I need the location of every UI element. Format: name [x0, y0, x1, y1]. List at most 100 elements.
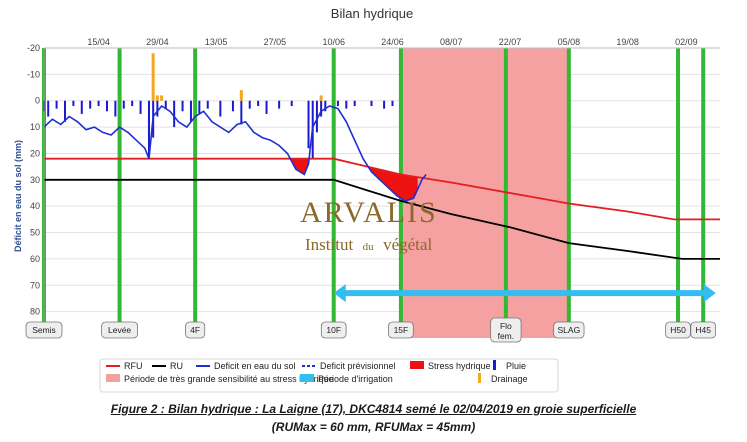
x-tick-label: 19/08 — [616, 37, 639, 47]
rain-bar — [147, 100, 150, 159]
drainage-bars — [151, 53, 323, 101]
legend-label: Période d'irrigation — [318, 374, 393, 384]
rain-bar — [290, 100, 293, 107]
y-tick-label: 10 — [30, 122, 40, 132]
sensitivity-period — [400, 48, 569, 338]
stage-label-box — [553, 321, 585, 339]
legend-symbol — [478, 373, 481, 383]
rain-bar — [47, 100, 50, 117]
rain-bar — [97, 100, 100, 107]
rain-bar — [248, 100, 251, 109]
axes: -20 -10 0 10 20 30 40 50 60 70 80 15/04 29/04 13/05 27… — [27, 37, 720, 338]
rain-bar — [231, 100, 234, 112]
series-lines — [43, 104, 720, 260]
stage-label-box — [25, 321, 63, 339]
rain-bar — [383, 100, 386, 109]
drainage-bar — [155, 95, 159, 101]
rain-bar — [164, 100, 167, 109]
arvalis-watermark: ARVALIS Institut du végétal — [300, 196, 438, 254]
stage-label-text: 4F — [190, 325, 200, 335]
y-tick-label: 80 — [30, 307, 40, 317]
rain-bar — [114, 100, 117, 117]
rain-bar — [315, 100, 318, 133]
y-tick-label: 70 — [30, 280, 40, 290]
x-tick-label: 05/08 — [558, 37, 581, 47]
stage-label-text: Semis — [32, 325, 56, 335]
stage-label-text: 10F — [326, 325, 341, 335]
legend-label: Pluie — [506, 361, 526, 371]
rain-bar — [139, 100, 142, 114]
rain-bar — [320, 100, 323, 117]
stage-label-text: H45 — [695, 325, 711, 335]
rain-bar — [324, 100, 327, 112]
legend-label: RU — [170, 361, 183, 371]
rain-bar — [131, 100, 134, 107]
stage-label-box — [320, 321, 347, 339]
drainage-bar — [151, 53, 155, 101]
x-tick-label: 22/07 — [499, 37, 522, 47]
series-line-2 — [43, 104, 427, 202]
y-tick-label: 30 — [30, 175, 40, 185]
rain-bar — [72, 100, 75, 107]
rain-bar — [391, 100, 394, 107]
legend-box — [99, 358, 559, 393]
x-tick-label: 29/04 — [146, 37, 169, 47]
legend-label: Drainage — [491, 374, 528, 384]
rain-bar — [173, 100, 176, 128]
legend-label: Stress hydrique — [428, 361, 491, 371]
legend-symbol — [410, 361, 424, 369]
rain-bar — [257, 100, 260, 107]
rain-bar — [353, 100, 356, 107]
series-line-1 — [44, 178, 720, 260]
stage-label-text: Flo — [500, 321, 512, 331]
rain-bar — [189, 100, 192, 122]
rain-bar — [345, 100, 348, 109]
x-tick-label: 13/05 — [205, 37, 228, 47]
stage-label-text: H50 — [670, 325, 686, 335]
drainage-bar — [160, 95, 164, 101]
watermark-line1: ARVALIS — [300, 196, 438, 229]
stage-label-box — [101, 321, 138, 339]
series-line-0 — [44, 157, 720, 221]
y-tick-label: 20 — [30, 148, 40, 158]
watermark-institut: Institut — [305, 235, 353, 254]
watermark-du: du — [363, 241, 375, 253]
rain-bar — [240, 100, 243, 125]
rain-bar — [80, 100, 83, 114]
rain-bar — [206, 100, 209, 109]
stress-area — [291, 158, 309, 175]
figure-caption-sub: (RUMax = 60 mm, RFUMax = 45mm) — [271, 420, 476, 434]
sensitivity-rect — [400, 48, 569, 338]
rain-bar — [156, 100, 159, 117]
y-tick-label: 50 — [30, 228, 40, 238]
figure-caption: Figure 2 : Bilan hydrique : La Laigne (1… — [110, 402, 637, 416]
irrigation-arrow-head-left — [333, 284, 346, 303]
rain-bar — [63, 100, 66, 122]
legend: RFU RU Deficit en eau du sol Deficit prévis… — [99, 358, 559, 393]
y-tick-label: -20 — [27, 43, 40, 53]
rain-bar — [55, 100, 58, 109]
stage-label-box — [185, 321, 206, 339]
stage-label-box — [490, 317, 522, 343]
drainage-bar — [319, 95, 323, 101]
rain-bar — [265, 100, 268, 114]
rain-bar — [278, 100, 281, 109]
x-tick-label: 24/06 — [381, 37, 404, 47]
stage-label-box — [690, 321, 717, 339]
rain-bar — [122, 100, 125, 109]
stage-label-text: 15F — [394, 325, 409, 335]
stage-label-text: fem. — [498, 331, 515, 341]
drainage-bar — [239, 90, 243, 101]
legend-label: RFU — [124, 361, 143, 371]
y-tick-label: 60 — [30, 254, 40, 264]
stage-label-box — [388, 321, 414, 339]
legend-symbol — [106, 374, 120, 382]
x-tick-label: 08/07 — [440, 37, 463, 47]
rain-bar — [219, 100, 222, 117]
x-tick-label: 02/09 — [675, 37, 698, 47]
legend-label: Période de très grande sensibilité au st… — [124, 374, 334, 384]
water-balance-chart: Bilan hydrique Déficit en eau du sol (mm… — [13, 6, 720, 393]
rain-bar — [89, 100, 92, 109]
y-tick-label: -10 — [27, 69, 40, 79]
